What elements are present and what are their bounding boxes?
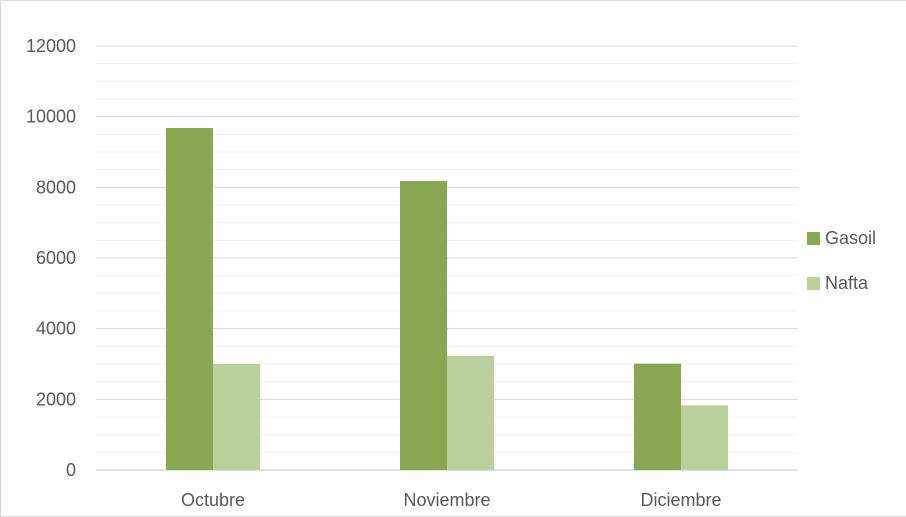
y-tick-label: 4000	[36, 319, 76, 339]
legend-label-nafta: Nafta	[825, 273, 869, 293]
y-tick-label: 6000	[36, 248, 76, 268]
bars-layer	[166, 127, 728, 471]
x-axis-categories: Octubre Noviembre Diciembre	[181, 490, 722, 510]
legend-label-gasoil: Gasoil	[825, 228, 876, 248]
y-axis-ticks: 0 2000 4000 6000 8000 10000 12000	[26, 36, 76, 480]
y-tick-label: 10000	[26, 107, 76, 127]
bar-nafta-octubre	[213, 364, 260, 470]
x-category-label: Octubre	[181, 490, 245, 510]
x-category-label: Noviembre	[403, 490, 490, 510]
legend-swatch-gasoil	[807, 232, 820, 245]
bar-gasoil-octubre	[166, 127, 213, 471]
bar-gasoil-noviembre	[400, 180, 447, 470]
bar-nafta-diciembre	[681, 405, 728, 470]
x-category-label: Diciembre	[640, 490, 721, 510]
y-tick-label: 2000	[36, 389, 76, 409]
legend: Gasoil Nafta	[807, 228, 876, 293]
y-tick-label: 12000	[26, 36, 76, 56]
bar-nafta-noviembre	[447, 355, 494, 470]
legend-swatch-nafta	[807, 277, 820, 290]
y-tick-label: 0	[66, 460, 76, 480]
y-tick-label: 8000	[36, 177, 76, 197]
bar-gasoil-diciembre	[634, 363, 681, 470]
